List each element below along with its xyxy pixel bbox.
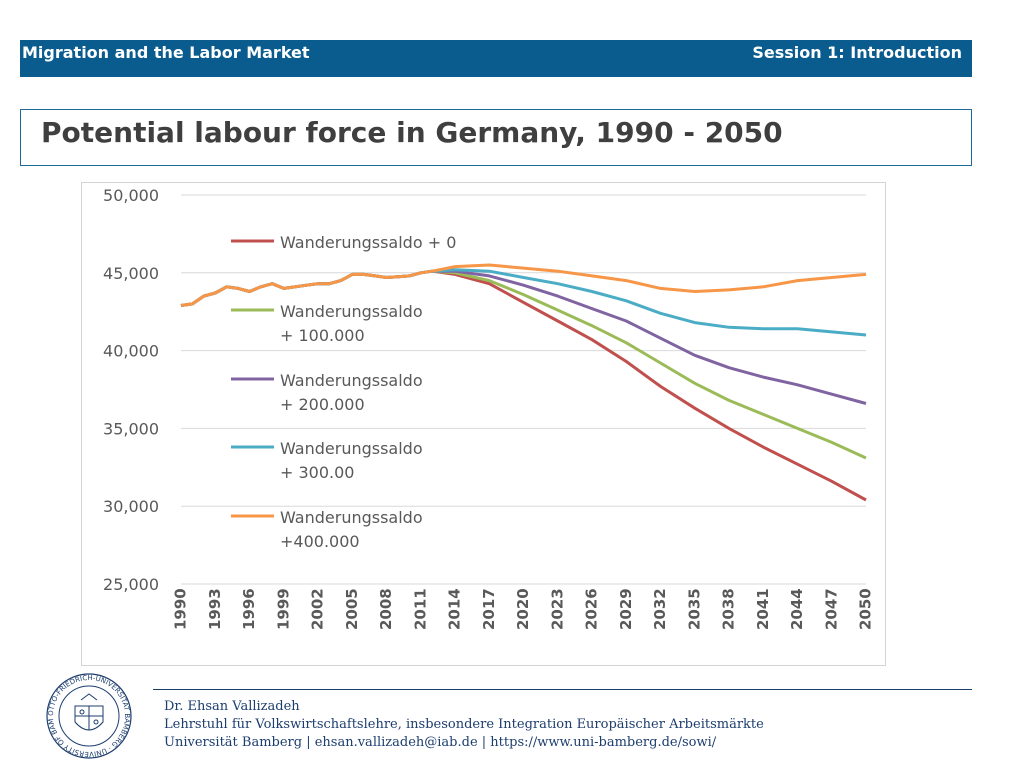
y-tick-label: 35,000: [103, 419, 159, 438]
footer-author: Dr. Ehsan Vallizadeh: [164, 699, 300, 714]
x-tick-label: 2047: [822, 588, 840, 630]
x-tick-label: 1990: [172, 588, 190, 630]
header-bar: Migration and the Labor Market Session 1…: [20, 40, 972, 77]
y-tick-label: 25,000: [103, 575, 159, 594]
x-tick-label: 2050: [857, 588, 875, 630]
legend-label: + 300.00: [280, 463, 354, 482]
legend-label: Wanderungssaldo: [280, 302, 423, 321]
x-tick-label: 2032: [651, 588, 669, 630]
slide-title: Potential labour force in Germany, 1990 …: [41, 116, 783, 149]
x-tick-label: 1999: [274, 588, 292, 630]
x-tick-label: 1993: [206, 588, 224, 630]
y-tick-label: 30,000: [103, 497, 159, 516]
x-tick-label: 2041: [754, 588, 772, 630]
x-tick-label: 2011: [411, 588, 429, 630]
footer-chair: Lehrstuhl für Volkswirtschaftslehre, ins…: [164, 717, 764, 732]
university-seal-logo: OTTO-FRIEDRICH-UNIVERSITÄT BAMBERG · UNI…: [45, 672, 132, 759]
x-tick-label: 2008: [377, 588, 395, 630]
legend-label: + 100.000: [280, 326, 365, 345]
x-tick-label: 2044: [788, 588, 806, 630]
x-tick-label: 2014: [446, 588, 464, 630]
footer: Dr. Ehsan Vallizadeh Lehrstuhl für Volks…: [164, 698, 764, 752]
legend-label: Wanderungssaldo: [280, 508, 423, 527]
slide-title-box: Potential labour force in Germany, 1990 …: [20, 109, 972, 166]
series-line-5: [180, 263, 867, 307]
legend-label: Wanderungssaldo: [280, 371, 423, 390]
y-tick-label: 50,000: [103, 186, 159, 205]
session-title: Session 1: Introduction: [752, 43, 962, 62]
x-tick-label: 2017: [480, 588, 498, 630]
y-tick-label: 40,000: [103, 342, 159, 361]
x-tick-label: 2023: [548, 588, 566, 630]
line-chart: 25,000 30,000 35,000 40,000 45,000 50,000 1990…: [103, 186, 875, 630]
x-tick-label: 1996: [240, 588, 258, 630]
legend-label: Wanderungssaldo + 0: [280, 233, 456, 252]
x-tick-label: 2029: [617, 588, 635, 630]
x-tick-label: 2026: [583, 588, 601, 630]
y-tick-label: 45,000: [103, 264, 159, 283]
x-tick-label: 2035: [685, 588, 703, 630]
legend-label: + 200.000: [280, 395, 365, 414]
course-title: Migration and the Labor Market: [22, 43, 310, 62]
x-tick-label: 2038: [720, 588, 738, 630]
footer-contact: Universität Bamberg | ehsan.vallizadeh@i…: [164, 735, 717, 750]
x-tick-label: 2002: [309, 588, 327, 630]
series-line-2: [180, 269, 867, 460]
x-tick-label: 2020: [514, 588, 532, 630]
legend-label: Wanderungssaldo: [280, 439, 423, 458]
x-tick-label: 2005: [343, 588, 361, 630]
footer-divider: [153, 689, 972, 690]
legend-label: +400.000: [280, 532, 360, 551]
chart-frame: [81, 182, 886, 666]
